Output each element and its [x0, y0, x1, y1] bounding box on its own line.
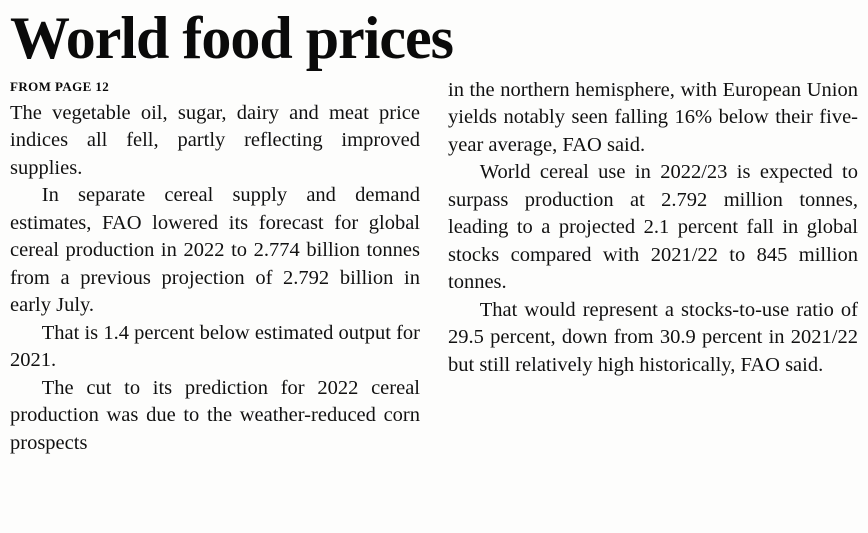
article-paragraph: in the northern hemisphere, with Europea…	[448, 78, 858, 156]
continuation-kicker: FROM PAGE 12	[10, 78, 110, 94]
article-paragraph: The vegetable oil, sugar, dairy and meat…	[10, 101, 420, 179]
article-paragraph: World cereal use in 2022/23 is expected …	[448, 161, 858, 294]
column-left: FROM PAGE 12 The vegetable oil, sugar, d…	[10, 77, 420, 458]
article-paragraph: The cut to its prediction for 2022 cerea…	[10, 376, 420, 454]
article-columns: FROM PAGE 12 The vegetable oil, sugar, d…	[10, 77, 858, 458]
article-headline: World food prices	[10, 5, 454, 71]
column-right: in the northern hemisphere, with Europea…	[448, 77, 858, 458]
article-paragraph: That is 1.4 percent below estimated outp…	[10, 321, 420, 372]
article-paragraph: In separate cereal supply and demand est…	[10, 184, 420, 317]
article-paragraph: That would represent a stocks-to-use rat…	[448, 298, 858, 376]
